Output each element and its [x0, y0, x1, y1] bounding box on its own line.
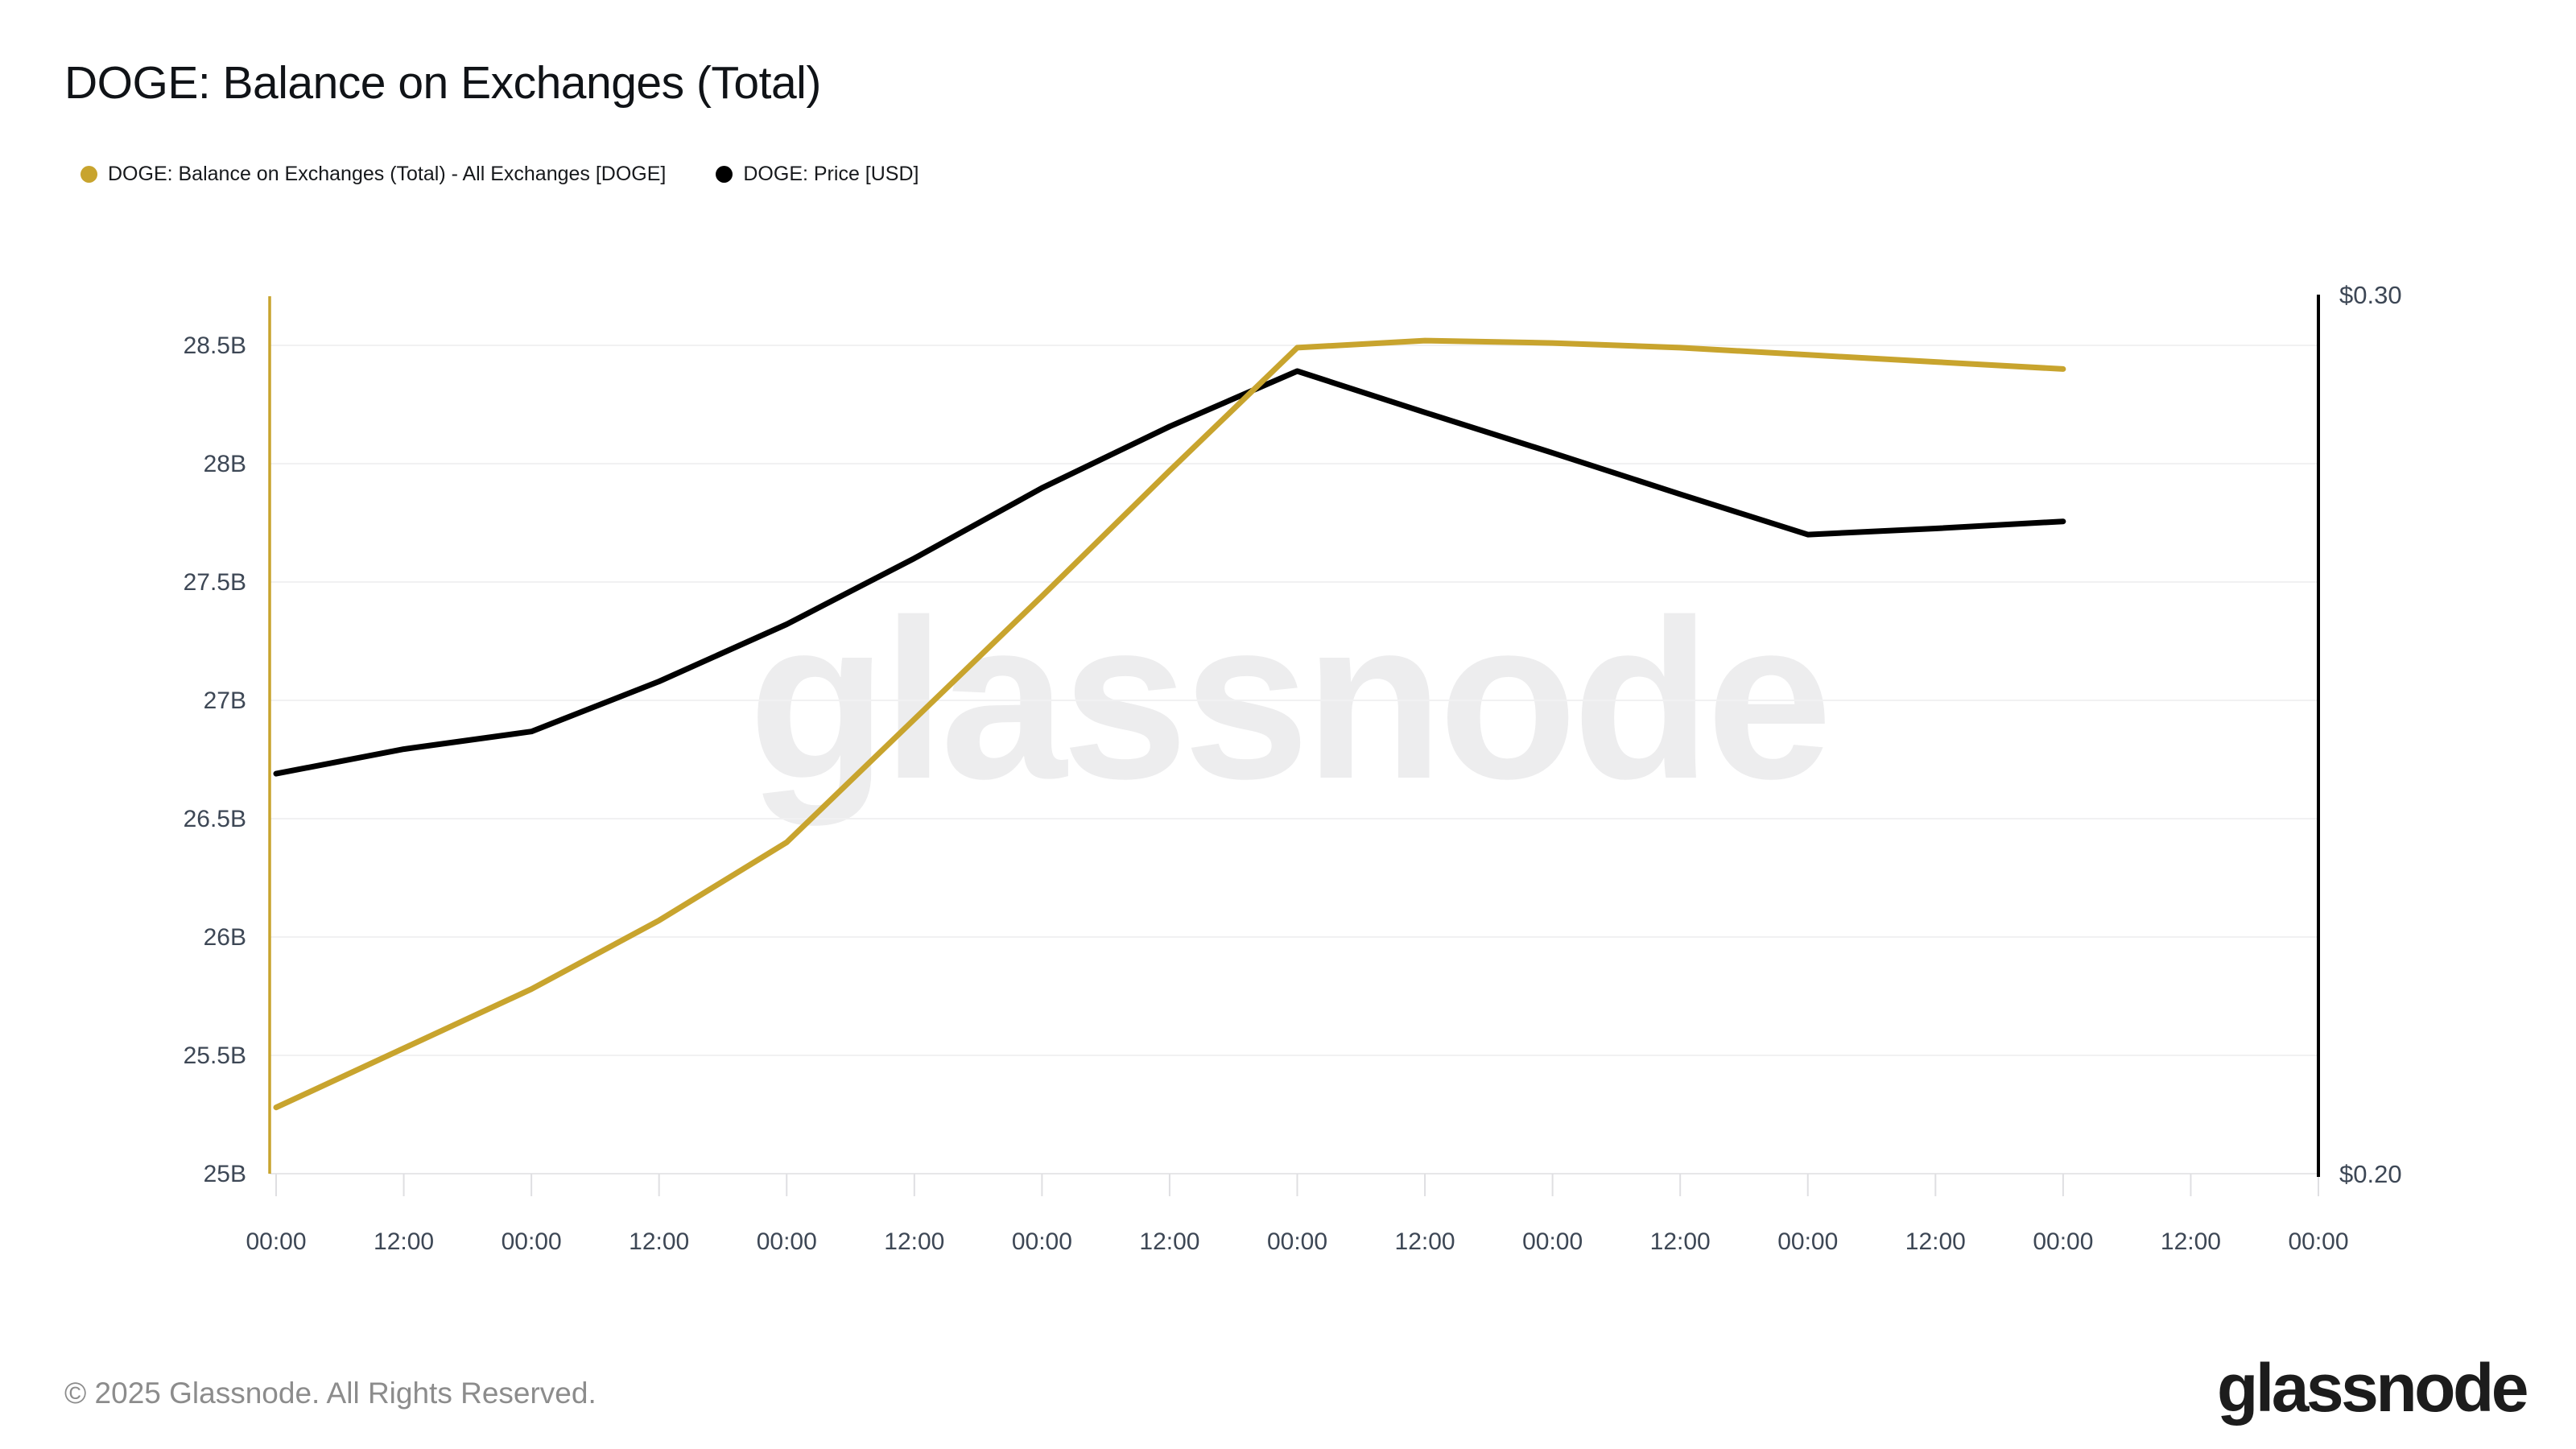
right-axis-tick-label: $0.20	[2339, 1160, 2402, 1188]
left-axis-tick-label: 25B	[204, 1161, 246, 1187]
x-axis-tick-label: 12:00	[374, 1228, 434, 1255]
x-axis-tick-label: 00:00	[1777, 1228, 1838, 1255]
left-axis-tick-label: 27B	[204, 687, 246, 714]
x-axis-tick-label: 00:00	[502, 1228, 562, 1255]
legend-label-balance: DOGE: Balance on Exchanges (Total) - All…	[108, 163, 667, 185]
x-axis-tick-label: 00:00	[1522, 1228, 1583, 1255]
left-axis-tick-label: 28B	[204, 451, 246, 477]
x-axis-tick-label: 00:00	[2033, 1228, 2093, 1255]
x-axis-tick-label: 00:00	[1012, 1228, 1072, 1255]
legend-marker-balance-icon	[80, 166, 97, 183]
x-axis-tick-label: 12:00	[2161, 1228, 2221, 1255]
legend-marker-price-icon	[716, 166, 733, 183]
x-axis-tick-label: 12:00	[1139, 1228, 1199, 1255]
x-axis-tick-label: 12:00	[629, 1228, 689, 1255]
legend-label-price: DOGE: Price [USD]	[743, 163, 919, 185]
glassnode-logo: glassnode	[2217, 1350, 2529, 1426]
copyright-text: © 2025 Glassnode. All Rights Reserved.	[64, 1377, 597, 1410]
glassnode-watermark: glassnode	[748, 572, 1833, 826]
legend-item-price[interactable]: DOGE: Price [USD]	[716, 163, 919, 186]
left-axis-tick-label: 28.5B	[184, 332, 246, 359]
left-axis-tick-label: 26.5B	[184, 806, 246, 832]
x-axis-tick-label: 00:00	[1267, 1228, 1327, 1255]
x-axis-tick-label: 12:00	[884, 1228, 944, 1255]
left-axis-tick-label: 25.5B	[184, 1042, 246, 1069]
page-title: DOGE: Balance on Exchanges (Total)	[64, 57, 821, 109]
x-axis-tick-label: 12:00	[1395, 1228, 1455, 1255]
right-axis-tick-label: $0.30	[2339, 281, 2402, 309]
left-axis-tick-label: 26B	[204, 924, 246, 951]
balance-line[interactable]	[273, 337, 2066, 1111]
legend: DOGE: Balance on Exchanges (Total) - All…	[80, 163, 919, 186]
x-axis-tick-label: 00:00	[757, 1228, 817, 1255]
legend-item-balance[interactable]: DOGE: Balance on Exchanges (Total) - All…	[80, 163, 666, 186]
x-axis-tick-label: 12:00	[1905, 1228, 1966, 1255]
x-axis-tick-label: 00:00	[2288, 1228, 2348, 1255]
x-axis-tick-label: 12:00	[1650, 1228, 1711, 1255]
price-line[interactable]	[273, 368, 2066, 777]
left-axis-tick-label: 27.5B	[184, 569, 246, 596]
x-axis-tick-label: 00:00	[246, 1228, 306, 1255]
